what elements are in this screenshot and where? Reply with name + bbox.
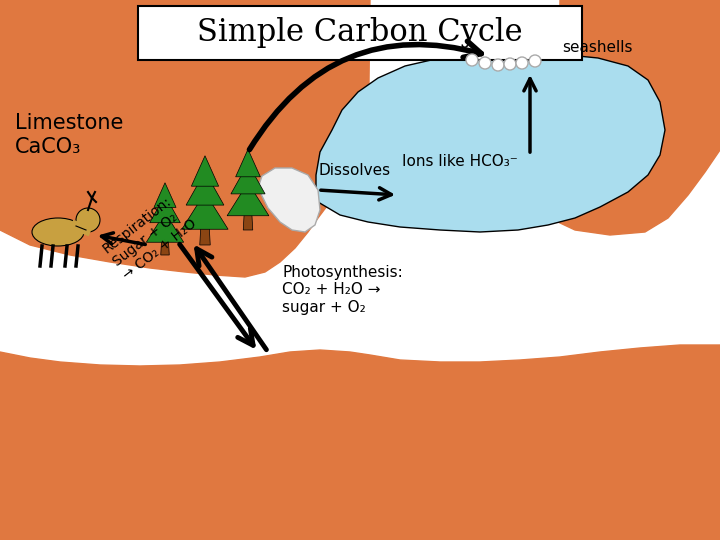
Circle shape <box>504 58 516 70</box>
Text: Dissolves: Dissolves <box>318 163 390 178</box>
Circle shape <box>516 57 528 69</box>
Polygon shape <box>186 172 224 205</box>
Circle shape <box>479 57 491 69</box>
Circle shape <box>492 59 504 71</box>
Polygon shape <box>235 149 261 177</box>
Text: seashells: seashells <box>562 40 632 56</box>
Polygon shape <box>199 226 210 245</box>
Circle shape <box>466 54 478 66</box>
Polygon shape <box>182 192 228 230</box>
Polygon shape <box>231 164 265 194</box>
Ellipse shape <box>32 218 84 246</box>
Polygon shape <box>316 52 665 232</box>
Polygon shape <box>0 345 720 540</box>
Polygon shape <box>558 0 720 235</box>
Polygon shape <box>227 183 269 216</box>
Text: Ions like HCO₃⁻: Ions like HCO₃⁻ <box>402 154 518 170</box>
Polygon shape <box>243 213 253 230</box>
Polygon shape <box>258 168 320 232</box>
Text: Limestone
CaCO₃: Limestone CaCO₃ <box>15 113 123 157</box>
Polygon shape <box>150 195 180 222</box>
Text: Respiration:
Sugar + O₂
→ CO₂ + H₂O: Respiration: Sugar + O₂ → CO₂ + H₂O <box>100 191 199 282</box>
Circle shape <box>76 208 100 232</box>
FancyBboxPatch shape <box>138 6 582 60</box>
Polygon shape <box>146 213 184 242</box>
Polygon shape <box>161 240 169 255</box>
Polygon shape <box>192 156 219 186</box>
Text: Photosynthesis:
CO₂ + H₂O →
sugar + O₂: Photosynthesis: CO₂ + H₂O → sugar + O₂ <box>282 265 402 315</box>
Polygon shape <box>0 0 370 277</box>
Text: Simple Carbon Cycle: Simple Carbon Cycle <box>197 17 523 49</box>
Circle shape <box>529 55 541 67</box>
Polygon shape <box>154 183 176 207</box>
